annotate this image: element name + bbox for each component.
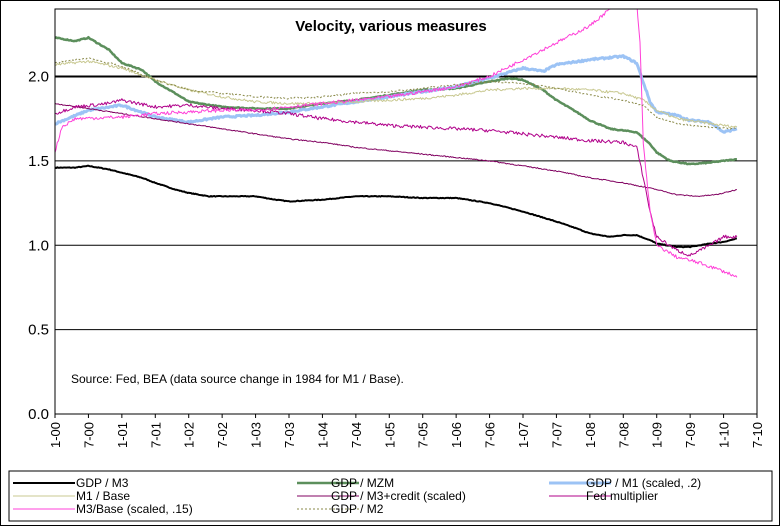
x-tick-label: 7-06 [483,422,498,448]
x-tick-label: 7-01 [148,422,163,448]
x-tick-label: 7-10 [750,422,765,448]
x-tick-label: 1-00 [48,422,63,448]
x-tick-label: 7-03 [282,422,297,448]
plot-border [54,8,758,415]
chart-title: Velocity, various measures [295,18,487,35]
x-tick-label: 7-00 [81,422,96,448]
x-tick-label: 7-02 [215,422,230,448]
plot-area [55,9,757,414]
series-line-5 [55,98,738,257]
legend-label: GDP / M2 [331,502,384,516]
legend-label: M3/Base (scaled, .15) [76,502,193,516]
source-annotation: Source: Fed, BEA (data source change in … [71,372,404,386]
series-line-4 [55,103,737,198]
x-tick-label: 7-08 [616,422,631,448]
x-tick-label: 1-05 [382,422,397,448]
series-line-6 [55,9,738,278]
x-tick-label: 1-03 [249,422,264,448]
x-tick-label: 1-01 [115,422,130,448]
x-tick-label: 1-07 [516,422,531,448]
x-tick-label: 7-09 [683,422,698,448]
y-tick-label: 1.0 [28,237,49,254]
x-tick-label: 7-05 [416,422,431,448]
x-tick-label: 1-08 [583,422,598,448]
legend-box [8,470,773,522]
series-line-7 [55,57,737,130]
legend-label: M1 / Base [76,489,130,503]
legend-label: Fed multiplier [586,489,658,503]
series-line-3 [55,60,738,128]
series-line-0 [55,164,737,249]
legend-label: GDP / M3+credit (scaled) [331,489,466,503]
y-tick-label: 1.5 [28,153,49,170]
x-tick-label: 1-04 [315,422,330,448]
x-tick-label: 1-09 [650,422,665,448]
x-tick-label: 1-10 [717,422,732,448]
x-tick-label: 1-06 [449,422,464,448]
legend-label: GDP / M3 [76,476,129,490]
y-tick-label: 2.0 [28,69,49,86]
x-tick-label: 7-07 [549,422,564,448]
y-tick-label: 0.0 [28,406,49,423]
y-tick-label: 0.5 [28,322,49,339]
legend-label: GDP / M1 (scaled, .2) [586,476,701,490]
x-tick-label: 7-04 [349,422,364,448]
x-tick-label: 1-02 [182,422,197,448]
legend-label: GDP / MZM [331,476,394,490]
